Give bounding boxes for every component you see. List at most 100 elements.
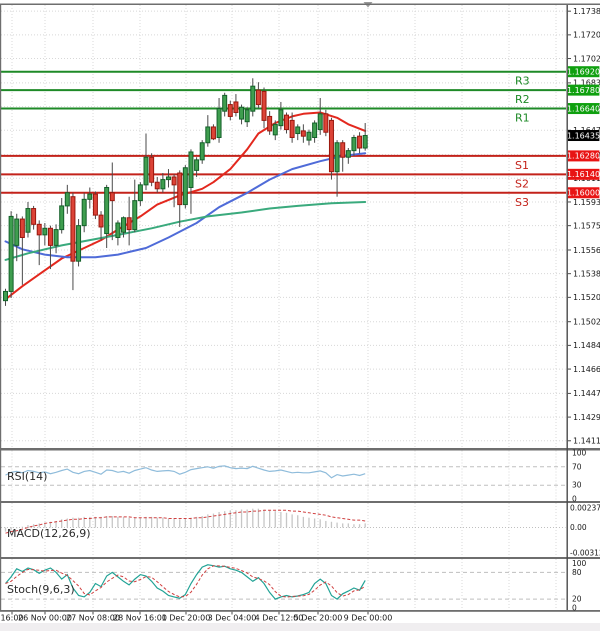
level-badge-r3: 1.16920: [567, 66, 600, 78]
price-tick-label: 1.17020: [573, 54, 600, 63]
candle: [177, 170, 183, 227]
time-tick-label: 9 Dec 00:00: [344, 614, 393, 623]
candle: [36, 220, 42, 266]
level-badge-s3-text: 1.16000: [567, 189, 600, 198]
candle: [239, 104, 245, 125]
candle: [300, 124, 306, 143]
stoch-scale-label: 0: [572, 604, 577, 613]
candle: [31, 205, 37, 230]
price-tick-label: 1.15205: [573, 293, 600, 302]
candle: [42, 223, 48, 246]
candle: [143, 133, 149, 191]
macd-scale-label: 0.00: [570, 523, 587, 532]
level-badge-r2-text: 1.16780: [567, 86, 600, 95]
price-tick-label: 1.15565: [573, 246, 600, 255]
left-border: [0, 5, 2, 610]
time-tick-label: 5 Dec 20:00: [294, 614, 343, 623]
current-price-badge: 1.16435: [567, 130, 600, 142]
level-label-r1: R1: [515, 112, 530, 125]
level-badge-s2: 1.16140: [567, 168, 600, 180]
time-tick-label: 3 Dec 04:00: [208, 614, 257, 623]
level-badge-r3-text: 1.16920: [567, 68, 600, 77]
price-tick-label: 1.14840: [573, 341, 600, 350]
candle: [278, 101, 284, 130]
price-axis-line: [566, 5, 568, 610]
candle: [222, 92, 228, 117]
price-tick-label: 1.14115: [573, 437, 600, 446]
pane-separator: [0, 557, 600, 559]
candle: [87, 187, 93, 209]
candle: [312, 120, 318, 143]
candle: [205, 115, 211, 147]
level-label-s3: S3: [515, 196, 529, 209]
candle: [25, 201, 31, 238]
candle: [126, 196, 132, 246]
pane-separator: [0, 3, 600, 5]
candle: [340, 140, 346, 172]
candle: [70, 192, 76, 291]
rsi-scale-label: 70: [572, 462, 582, 471]
level-badge-s3: 1.16000: [567, 187, 600, 199]
candle: [323, 109, 329, 137]
rsi-scale-label: 100: [572, 449, 587, 458]
price-tick-label: 1.15385: [573, 269, 600, 278]
stoch-d-line: [5, 565, 366, 598]
candle: [233, 94, 239, 117]
candle: [121, 216, 127, 238]
candle: [104, 184, 110, 249]
bottom-strip: [0, 623, 600, 631]
candle: [357, 132, 363, 154]
candle: [14, 213, 20, 262]
current-price-badge-text: 1.16435: [567, 131, 600, 140]
candle: [306, 129, 312, 146]
candle: [328, 117, 334, 180]
candle: [216, 98, 222, 143]
candle: [244, 107, 250, 127]
candle: [188, 149, 194, 214]
price-tick-label: 1.17380: [573, 7, 600, 16]
rsi-scale-label: 30: [572, 481, 582, 490]
level-badge-s2-text: 1.16140: [567, 170, 600, 179]
time-tick-label: 28 Nov 16:00: [113, 614, 167, 623]
candle: [261, 87, 267, 129]
stoch-scale-label: 100: [572, 559, 587, 568]
price-tick-label: 1.15750: [573, 221, 600, 230]
ma-mid-blue: [4, 152, 367, 259]
pane-separator: [0, 610, 600, 612]
candle: [255, 82, 261, 109]
price-tick-label: 1.14660: [573, 365, 600, 374]
time-tick-label: 27 Nov 08:00: [66, 614, 120, 623]
candle: [64, 184, 70, 214]
candle: [284, 112, 289, 134]
price-tick-label: 1.15930: [573, 198, 600, 207]
pane-separator: [0, 448, 600, 451]
candle: [59, 198, 65, 234]
stoch-scale-label: 20: [572, 595, 582, 604]
candle: [317, 98, 323, 135]
rsi-line: [5, 465, 366, 479]
candle: [149, 153, 155, 187]
macd-signal-line: [5, 509, 366, 534]
candle: [109, 162, 115, 241]
price-tick-label: 1.16835: [573, 79, 600, 88]
level-label-r2: R2: [515, 93, 530, 106]
candle: [3, 288, 8, 306]
candle: [227, 100, 233, 121]
candle: [194, 157, 200, 177]
ma-fast-red: [4, 111, 367, 301]
candle: [81, 192, 87, 233]
pane-separator: [0, 501, 600, 503]
level-badge-r1-text: 1.16640: [567, 104, 600, 113]
candle: [154, 176, 160, 193]
candle: [76, 219, 82, 267]
candle: [137, 182, 143, 206]
candle: [210, 124, 216, 141]
candle: [351, 134, 357, 156]
price-tick-label: 1.15020: [573, 318, 600, 327]
main-price-pane: R3 R2 R1 S1 S2 S3: [1, 70, 566, 306]
level-label-r3: R3: [515, 75, 530, 88]
